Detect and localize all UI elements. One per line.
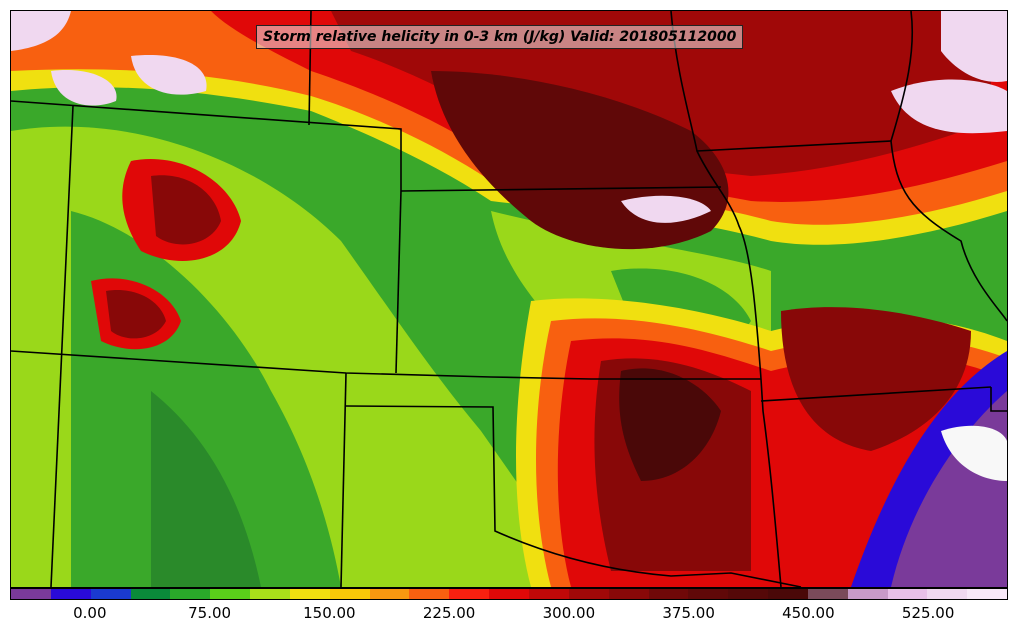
- colorbar-segment: [648, 589, 689, 599]
- colorbar-segment: [50, 589, 91, 599]
- colorbar-segment: [11, 589, 51, 599]
- colorbar-segment: [807, 589, 848, 599]
- colorbar-segment: [728, 589, 769, 599]
- colorbar-segment: [927, 589, 968, 599]
- colorbar-tick-label: 225.00: [422, 604, 476, 622]
- colorbar-segment: [369, 589, 410, 599]
- colorbar-segment: [90, 589, 131, 599]
- colorbar-segment: [528, 589, 569, 599]
- colorbar-segment: [608, 589, 649, 599]
- colorbar-segment: [967, 589, 1008, 599]
- colorbar-segment: [329, 589, 370, 599]
- colorbar-segment: [449, 589, 490, 599]
- colorbar-segment: [887, 589, 928, 599]
- colorbar-segment: [130, 589, 171, 599]
- colorbar-tick-label: 525.00: [901, 604, 955, 622]
- colorbar-segment: [210, 589, 251, 599]
- colorbar-segment: [170, 589, 211, 599]
- colorbar-tick-label: 150.00: [303, 604, 356, 622]
- colorbar-segment: [489, 589, 529, 599]
- colorbar: [10, 588, 1008, 600]
- map-plot: Storm relative helicity in 0-3 km (J/kg)…: [10, 10, 1008, 588]
- colorbar-tick-label: 0.00: [73, 604, 107, 622]
- colorbar-segment: [409, 589, 450, 599]
- colorbar-ticks: 0.00 75.00 150.00 225.00 300.00 375.00 450.00 5…: [10, 600, 1008, 630]
- colorbar-tick-label: 450.00: [782, 604, 835, 622]
- colorbar-segment: [688, 589, 729, 599]
- colorbar-segment: [250, 589, 290, 599]
- state-boundaries: [11, 11, 1007, 587]
- colorbar-tick-label: 75.00: [188, 604, 232, 622]
- colorbar-tick-label: 375.00: [662, 604, 715, 622]
- colorbar-segment: [568, 589, 609, 599]
- helicity-contours: [11, 11, 1007, 587]
- colorbar-segment: [768, 589, 808, 599]
- helicity-map: [11, 11, 1007, 587]
- colorbar-segment: [847, 589, 888, 599]
- colorbar-tick-label: 300.00: [542, 604, 596, 622]
- colorbar-segment: [289, 589, 330, 599]
- map-title: Storm relative helicity in 0-3 km (J/kg)…: [256, 25, 744, 49]
